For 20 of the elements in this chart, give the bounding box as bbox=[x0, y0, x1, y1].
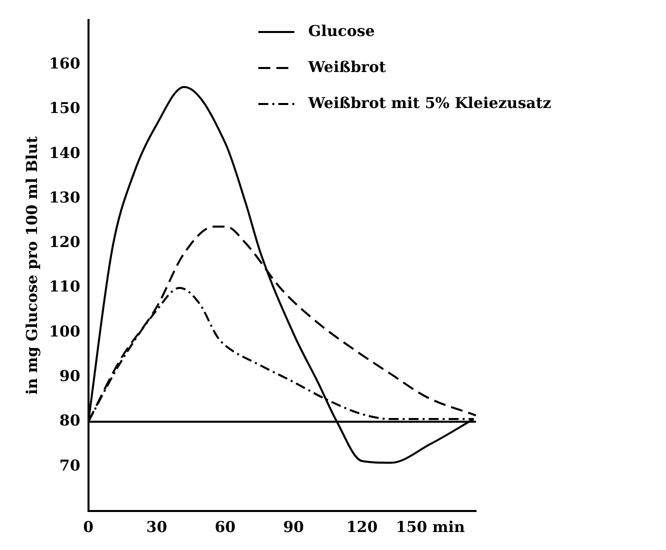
y-tick-label: 70 bbox=[59, 456, 80, 474]
y-tick-label: 120 bbox=[49, 233, 80, 252]
x-tick-label: 0 bbox=[83, 518, 94, 536]
y-tick-label: 80 bbox=[59, 412, 80, 430]
y-tick-label: 110 bbox=[49, 278, 80, 296]
x-tick-label: 90 bbox=[283, 518, 304, 536]
legend-label: Glucose bbox=[308, 22, 375, 40]
y-tick-label: 140 bbox=[49, 144, 80, 162]
y-tick-label: 100 bbox=[49, 322, 80, 340]
x-tick-label: 150 min bbox=[396, 518, 465, 536]
y-axis-title: in mg Glucose pro 100 ml Blut bbox=[22, 136, 41, 395]
y-tick-label: 130 bbox=[49, 188, 80, 206]
y-tick-label: 150 bbox=[49, 99, 80, 118]
legend-label: Weißbrot mit 5% Kleiezusatz bbox=[307, 94, 552, 112]
y-tick-label: 160 bbox=[49, 54, 80, 73]
legend-label: Weißbrot bbox=[307, 58, 386, 76]
x-tick-label: 120 bbox=[346, 518, 378, 536]
x-tick-label: 30 bbox=[146, 518, 168, 536]
y-tick-label: 90 bbox=[59, 366, 80, 385]
x-tick-label: 60 bbox=[214, 518, 236, 536]
